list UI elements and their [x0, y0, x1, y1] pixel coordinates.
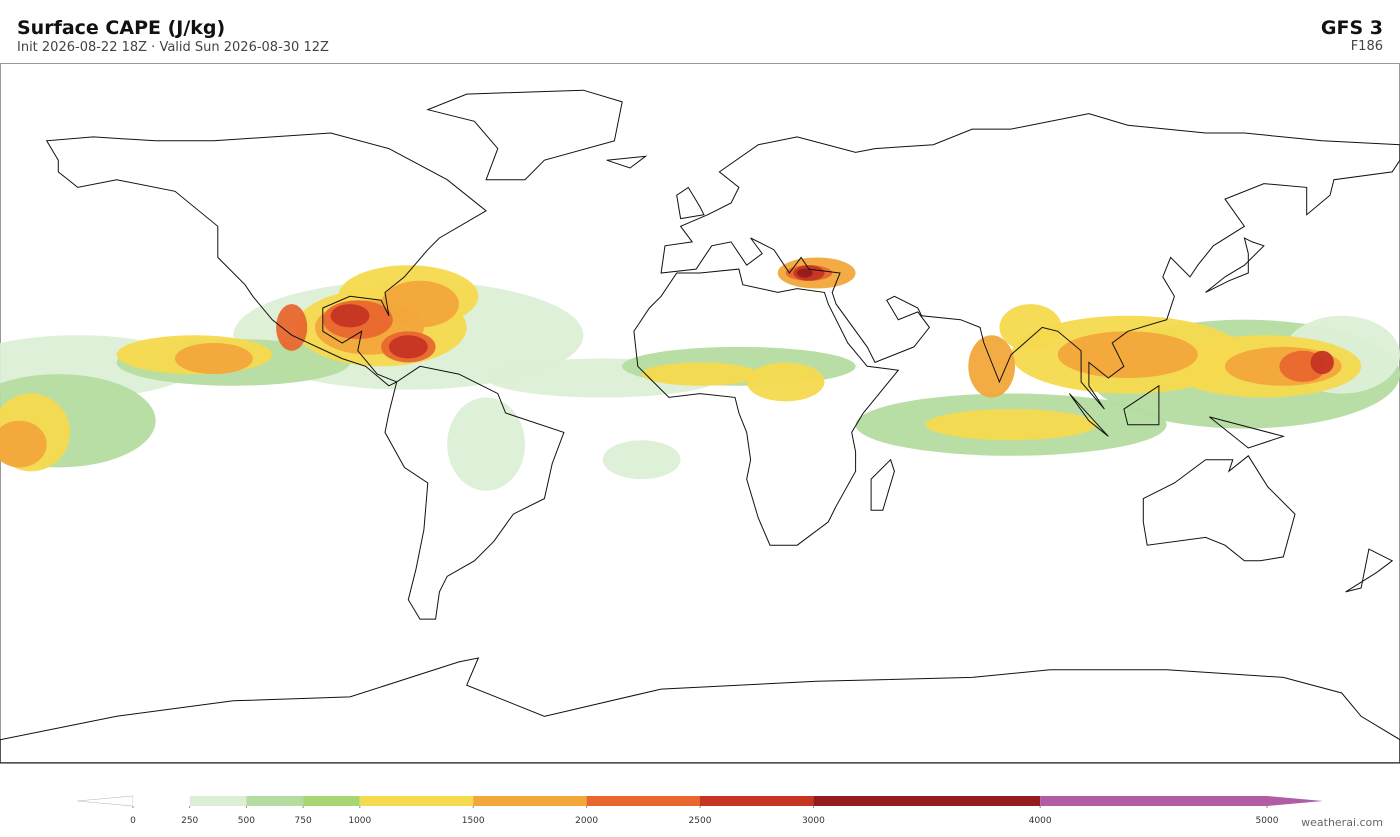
- cape-field: [0, 257, 1400, 491]
- colorbar-extend-low: [76, 795, 134, 807]
- title: Surface CAPE (J/kg): [17, 17, 225, 39]
- colorbar-segment: [586, 796, 700, 806]
- coastline: [633, 268, 900, 546]
- colorbar-tick-label: 2500: [689, 816, 712, 826]
- coastlines: [0, 89, 1400, 764]
- coastline: [676, 186, 705, 220]
- colorbar-tick-label: 500: [238, 816, 255, 826]
- coastline: [870, 458, 895, 511]
- cape-blob: [174, 342, 253, 375]
- cape-blob: [968, 335, 1016, 398]
- model-name: GFS 3: [1321, 17, 1383, 39]
- colorbar-tick-label: 4000: [1029, 816, 1052, 826]
- colorbar-extend-high: [1267, 796, 1323, 806]
- forecast-hour: F186: [1351, 39, 1383, 54]
- colorbar-tick-label: 2000: [575, 816, 598, 826]
- colorbar-tick-label: 750: [295, 816, 312, 826]
- coastline: [1123, 384, 1160, 426]
- map: [0, 63, 1400, 764]
- cape-blob: [447, 397, 526, 491]
- credit: weatherai.com: [1301, 816, 1383, 829]
- cape-blob: [602, 440, 681, 480]
- cape-blob: [1057, 331, 1198, 379]
- cape-blob: [746, 362, 825, 402]
- colorbar-tick-label: 3000: [802, 816, 825, 826]
- coastline: [1142, 455, 1296, 562]
- coastline: [426, 89, 623, 181]
- coastline: [0, 657, 1400, 764]
- cape-blob: [330, 304, 370, 328]
- cape-blob: [999, 304, 1062, 351]
- coastline: [660, 113, 1400, 410]
- colorbar-segment: [1040, 796, 1267, 806]
- coastline: [1205, 237, 1265, 293]
- cape-blob: [388, 335, 428, 359]
- cape-blob: [641, 362, 759, 386]
- colorbar-segment: [189, 796, 247, 806]
- coastline: [1209, 416, 1286, 449]
- coastline: [1345, 548, 1394, 593]
- colorbar-tick-label: 1500: [462, 816, 485, 826]
- colorbar-segment: [303, 796, 360, 806]
- colorbar-segment: [359, 796, 474, 806]
- colorbar-segment: [813, 796, 1041, 806]
- cape-blob: [381, 280, 459, 328]
- coastline: [1068, 393, 1109, 437]
- cape-blob: [797, 268, 813, 278]
- cape-blob: [1310, 350, 1334, 375]
- colorbar-tick-label: 1000: [348, 816, 371, 826]
- cape-blob: [276, 304, 308, 351]
- colorbar-segment: [700, 796, 814, 806]
- colorbar-tick-label: 5000: [1256, 816, 1279, 826]
- cape-blob: [0, 420, 47, 468]
- colorbar-tick-label: 0: [130, 816, 136, 826]
- colorbar-segment: [246, 796, 304, 806]
- coastline: [606, 155, 648, 169]
- colorbar-segment: [133, 796, 190, 806]
- cape-blob: [925, 409, 1097, 441]
- subtitle: Init 2026-08-22 18Z · Valid Sun 2026-08-…: [17, 40, 329, 55]
- coastline: [384, 365, 565, 620]
- colorbar-segment: [473, 796, 587, 806]
- coastline: [45, 132, 487, 387]
- colorbar-tick-label: 250: [181, 816, 198, 826]
- colorbar: 0 250 500 750 1000 1500 2000 2500 3000 4000 5000: [76, 795, 1323, 826]
